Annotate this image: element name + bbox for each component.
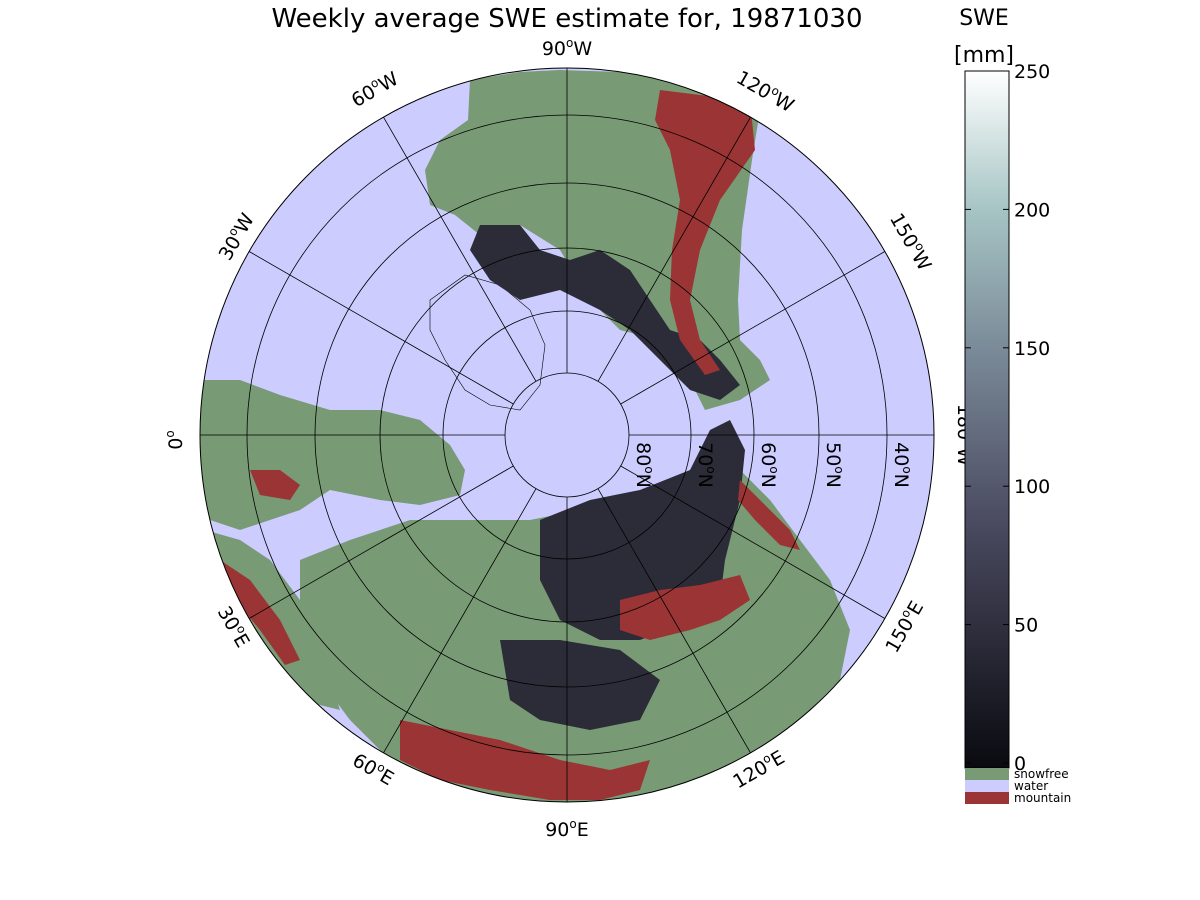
category-swatch [965,768,1009,780]
landmasses [200,70,850,802]
lat-label: 50oN [822,442,846,488]
greenland [429,274,546,411]
central-asia-snow [500,640,660,730]
lat-label: 60oN [757,442,781,488]
africa-mountains [215,560,300,665]
lat-label: 40oN [890,442,914,488]
meridian-line [597,116,751,382]
latitude-labels: 80oN 70oN 60oN 50oN 40oN [632,442,914,488]
meridian-grid [200,68,934,802]
lon-label-90e: 90oE [545,817,589,841]
colorbar-tick-label: 0 [1014,753,1026,775]
canada-snow [470,225,740,400]
meridian-line [620,251,886,405]
map-border [199,67,935,803]
eastern-mountains [738,480,800,550]
colorbar-tick-label: 50 [1014,615,1038,637]
lon-label-120w: 120oW [732,65,798,117]
category-label: mountain [1014,791,1071,805]
colorbar-unit: [mm] [954,43,1014,68]
category-swatch [965,780,1009,792]
colorbar-tick-label: 200 [1014,199,1050,221]
meridian-line [383,488,537,754]
meridian-line [248,465,514,619]
colorbar-tick-label: 100 [1014,476,1050,498]
colorbar-title: SWE [959,6,1009,31]
lon-label-60w: 60oW [347,66,403,112]
polar-map [199,67,935,803]
siberia-mountains [620,575,750,640]
meridian-line [597,488,751,754]
rockies-mountains [655,90,755,375]
himalaya-mountains [400,720,650,800]
meridian-line [383,116,537,382]
category-label: snowfree [1014,767,1069,781]
alps-mountains [250,470,300,500]
map-title: Weekly average SWE estimate for, 1987103… [271,4,862,34]
lon-label-90w: 90oW [542,36,593,60]
colorbar-tick-label: 150 [1014,338,1050,360]
meridian-line [620,465,886,619]
colorbar-tick-label: 250 [1014,61,1050,83]
colorbar-gradient [964,70,1010,769]
colorbar-ticks: 0 50 100 150 200 250 [965,61,1050,775]
siberia-snow [540,420,745,640]
meridian-line [248,251,514,405]
lat-label: 80oN [632,442,656,488]
category-label: water [1014,779,1048,793]
lat-label: 70oN [694,442,718,488]
colorbar: SWE [mm] 0 50 100 150 200 250 snowfreewatermo… [954,6,1071,805]
lon-label-150w: 150oW [885,208,937,274]
category-swatch [965,792,1009,804]
lon-label-0: 0o [163,430,187,449]
